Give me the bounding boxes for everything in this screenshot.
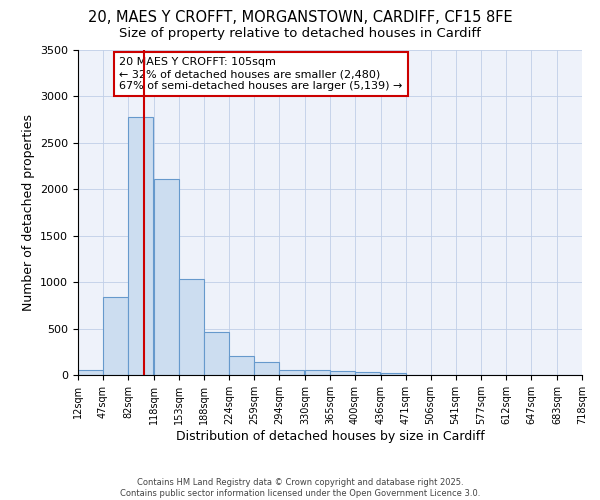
Bar — [103, 297, 128, 375]
Bar — [179, 280, 203, 375]
Text: Size of property relative to detached houses in Cardiff: Size of property relative to detached ho… — [119, 28, 481, 40]
Bar — [229, 356, 254, 375]
Bar — [305, 370, 330, 375]
Y-axis label: Number of detached properties: Number of detached properties — [22, 114, 35, 311]
Bar — [128, 117, 153, 375]
Text: 20, MAES Y CROFFT, MORGANSTOWN, CARDIFF, CF15 8FE: 20, MAES Y CROFFT, MORGANSTOWN, CARDIFF,… — [88, 10, 512, 25]
Bar — [254, 362, 280, 375]
Bar — [355, 372, 380, 375]
Bar — [330, 371, 355, 375]
Bar — [203, 332, 229, 375]
X-axis label: Distribution of detached houses by size in Cardiff: Distribution of detached houses by size … — [176, 430, 484, 443]
Bar — [78, 370, 103, 375]
Text: 20 MAES Y CROFFT: 105sqm
← 32% of detached houses are smaller (2,480)
67% of sem: 20 MAES Y CROFFT: 105sqm ← 32% of detach… — [119, 58, 403, 90]
Bar — [380, 373, 406, 375]
Bar — [154, 179, 179, 375]
Text: Contains HM Land Registry data © Crown copyright and database right 2025.
Contai: Contains HM Land Registry data © Crown c… — [120, 478, 480, 498]
Bar — [280, 370, 304, 375]
